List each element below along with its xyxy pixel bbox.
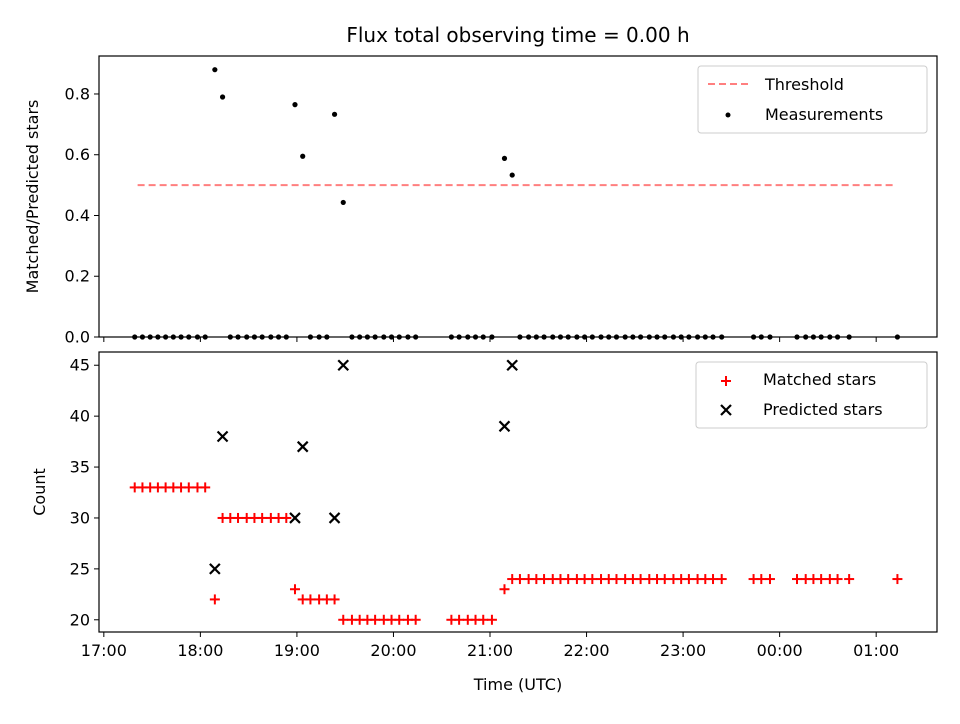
counts-legend: Matched stars Predicted stars	[695, 361, 928, 429]
measurement-point	[340, 199, 346, 206]
predicted-point	[328, 512, 341, 524]
legend-measurements-label: Measurements	[765, 105, 883, 124]
measurement-point	[212, 67, 218, 73]
x-tick-label: 18:00	[177, 641, 223, 660]
x-tick-label: 01:00	[853, 641, 899, 660]
matched-point	[659, 574, 670, 585]
matched-point	[478, 614, 489, 625]
y-tick-label: 25	[70, 559, 90, 578]
bottom-y-ticks: 20 25 30 35 40 45	[70, 356, 99, 629]
predicted-point	[296, 440, 309, 453]
ratio-plot-frame	[98, 55, 938, 338]
predicted-point	[498, 420, 511, 433]
legend-measurements-swatch	[725, 112, 731, 118]
predicted-point	[506, 359, 518, 372]
matched-point	[486, 614, 497, 625]
counts-panel: 20 25 30 35 40 45 17:00 18:00 19:00 20:00 21:00 22…	[30, 351, 938, 694]
x-tick-label: 19:00	[274, 641, 320, 660]
predicted-point	[337, 359, 350, 372]
x-tick-label: 17:00	[81, 641, 127, 660]
matched-point	[635, 574, 646, 585]
counts-plot-frame	[98, 351, 938, 633]
y-tick-label: 0.6	[65, 145, 90, 164]
legend-matched-swatch	[721, 376, 731, 386]
matched-point	[683, 574, 694, 585]
x-tick-label: 23:00	[660, 641, 706, 660]
y-tick-label: 0.8	[65, 84, 90, 103]
matched-point	[257, 512, 268, 523]
matched-point	[394, 614, 405, 625]
counts-y-axis-label: Count	[30, 468, 49, 516]
matched-point	[209, 594, 220, 605]
measurement-point	[300, 153, 306, 159]
y-tick-label: 0.2	[65, 267, 90, 286]
y-tick-label: 30	[70, 508, 90, 527]
measurement-point	[509, 172, 515, 178]
matched-point	[708, 574, 719, 585]
matched-point	[844, 574, 855, 585]
matched-point	[305, 594, 316, 605]
legend-predicted-label: Predicted stars	[763, 400, 883, 419]
y-tick-label: 35	[70, 458, 90, 477]
counts-legend-box	[695, 361, 928, 429]
matched-point	[816, 574, 827, 585]
legend-threshold-label: Threshold	[764, 75, 844, 94]
measurement-point	[292, 102, 298, 108]
matched-point	[183, 482, 194, 493]
matched-point	[716, 574, 727, 585]
matched-point	[832, 574, 843, 585]
y-tick-label: 20	[70, 610, 90, 629]
matched-point	[499, 584, 510, 595]
matched-point	[370, 614, 381, 625]
y-tick-label: 40	[70, 407, 90, 426]
measurement-point	[219, 94, 226, 100]
matched-point	[892, 574, 903, 585]
ratio-y-axis-label: Matched/Predicted stars	[23, 100, 42, 294]
matched-point	[756, 574, 767, 585]
x-tick-label: 20:00	[370, 641, 416, 660]
x-tick-label: 22:00	[563, 641, 609, 660]
predicted-point	[289, 512, 301, 524]
measurement-point	[331, 111, 338, 117]
matched-point	[764, 574, 775, 585]
matched-point	[281, 512, 292, 523]
x-tick-label: 21:00	[467, 641, 513, 660]
matched-point	[514, 574, 525, 585]
matched-point	[200, 482, 211, 493]
bottom-x-ticks: 17:00 18:00 19:00 20:00 21:00 22:00 23:00 00:00…	[81, 632, 899, 660]
matched-point	[410, 614, 421, 625]
ratio-panel: 0.00.20.40.60.8 Matched/Predicted stars …	[23, 55, 938, 347]
matched-point	[329, 594, 340, 605]
y-tick-label: 0.0	[65, 328, 90, 347]
legend-matched-label: Matched stars	[763, 370, 876, 389]
predicted-point	[216, 430, 229, 443]
matched-point	[611, 574, 622, 585]
predicted-point	[209, 563, 221, 575]
matched-point	[338, 614, 349, 625]
matched-point	[233, 512, 244, 523]
matched-point	[563, 574, 574, 585]
ratio-legend-box	[697, 65, 928, 134]
y-tick-label: 0.4	[65, 206, 90, 225]
matched-point	[454, 614, 465, 625]
matched-point	[587, 574, 598, 585]
ratio-legend: Threshold Measurements	[697, 65, 928, 134]
matched-point	[289, 584, 300, 595]
matched-point	[792, 574, 803, 585]
matched-point	[539, 574, 550, 585]
y-tick-label: 45	[70, 356, 90, 375]
counts-marks	[129, 359, 903, 625]
measurement-point	[501, 155, 508, 161]
legend-predicted-swatch	[720, 404, 732, 416]
top-y-ticks: 0.0 0.2 0.4 0.6 0.8	[65, 84, 99, 347]
chart-title: Flux total observing time = 0.00 h	[346, 23, 689, 47]
x-tick-label: 00:00	[757, 641, 803, 660]
x-axis-label: Time (UTC)	[473, 675, 562, 694]
